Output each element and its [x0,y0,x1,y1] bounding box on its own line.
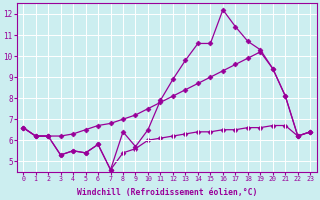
X-axis label: Windchill (Refroidissement éolien,°C): Windchill (Refroidissement éolien,°C) [76,188,257,197]
